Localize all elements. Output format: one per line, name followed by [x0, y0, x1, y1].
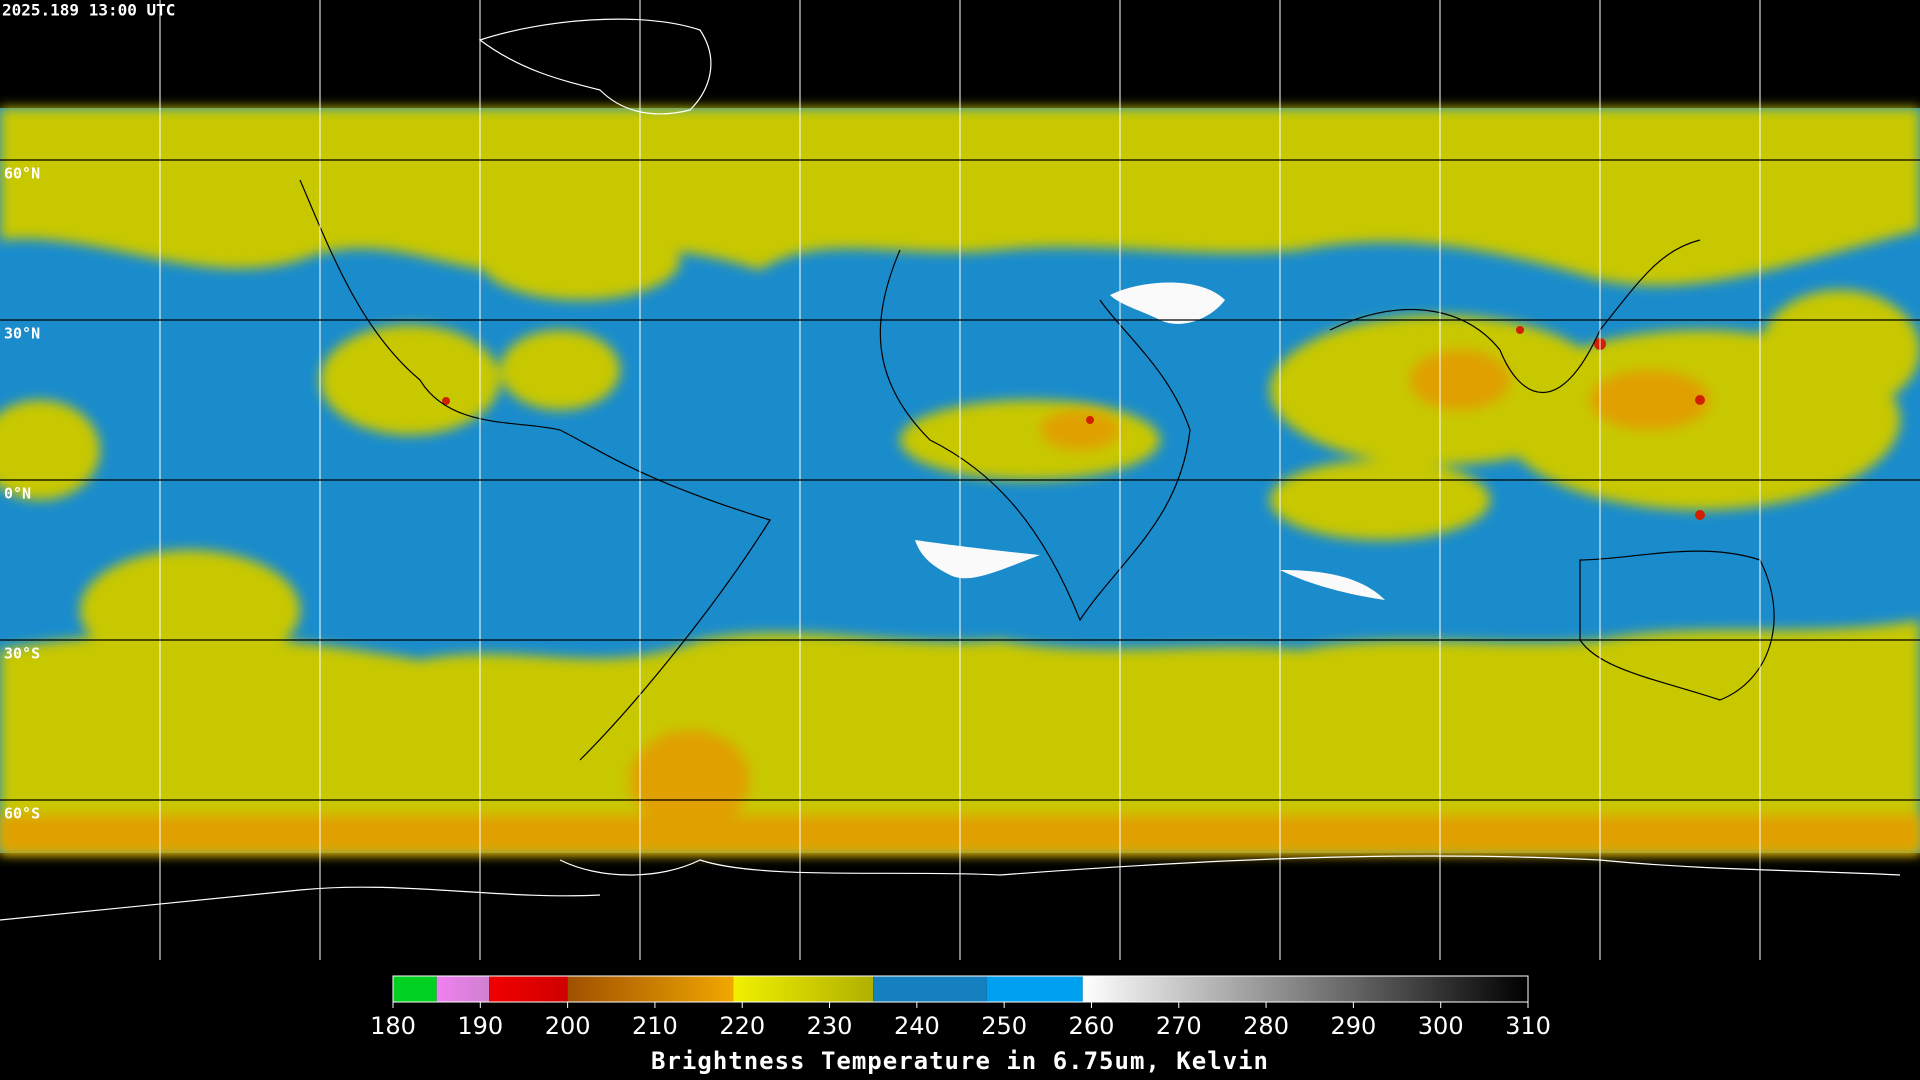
colorbar-tick-label: 290 — [1330, 1012, 1376, 1040]
deep-convection — [442, 326, 1705, 520]
colorbar-tick-label: 300 — [1418, 1012, 1464, 1040]
colorbar-segment — [1082, 976, 1528, 1002]
colorbar-tick-label: 220 — [719, 1012, 765, 1040]
colorbar-tick-label: 250 — [981, 1012, 1027, 1040]
colorbar-segment — [393, 976, 437, 1002]
colorbar-tick-label: 190 — [457, 1012, 503, 1040]
latitude-label: 30°S — [4, 645, 40, 663]
colorbar-label: Brightness Temperature in 6.75um, Kelvin — [651, 1047, 1269, 1075]
colorbar-tick-label: 260 — [1069, 1012, 1115, 1040]
colorbar-tick-label: 240 — [894, 1012, 940, 1040]
colorbar-tick-label: 280 — [1243, 1012, 1289, 1040]
dry-slots — [915, 282, 1385, 600]
colorbar-tick-label: 270 — [1156, 1012, 1202, 1040]
colorbar-frame — [392, 975, 1529, 1003]
colorbar-tick-label: 180 — [370, 1012, 416, 1040]
colorbar-segment — [986, 976, 1083, 1002]
colorbar-segment — [873, 976, 987, 1002]
colorbar-tick-label: 310 — [1505, 1012, 1551, 1040]
coastlines — [299, 179, 1775, 761]
graticule: 60°N 30°N 0°N 30°S 60°S — [0, 0, 1920, 960]
timestamp: 2025.189 13:00 UTC — [2, 1, 175, 20]
colorbar-segment — [436, 976, 490, 1002]
colorbar-segment — [733, 976, 874, 1002]
colorbar-tick-label: 200 — [545, 1012, 591, 1040]
latitude-label: 30°N — [4, 325, 40, 343]
latitude-label: 60°N — [4, 165, 40, 183]
latitude-label: 0°N — [4, 485, 31, 503]
colorbar-tick-label: 210 — [632, 1012, 678, 1040]
latitude-label: 60°S — [4, 805, 40, 823]
colorbar-segment — [567, 976, 734, 1002]
colorbar-segment — [489, 976, 568, 1002]
colorbar: 180 190 200 210 220 230 240 250 260 270 280 290 300 3… — [370, 975, 1551, 1040]
colorbar-tick-label: 230 — [807, 1012, 853, 1040]
